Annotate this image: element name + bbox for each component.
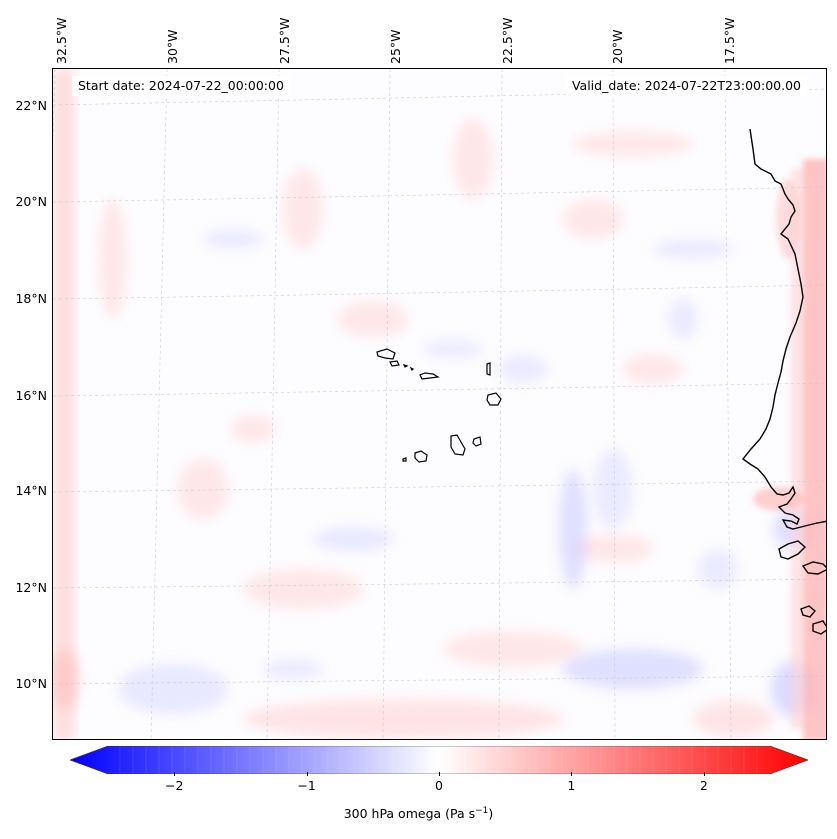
lon-label-20w: 20°W <box>610 29 625 64</box>
gridline-lon-17.5 <box>724 69 732 739</box>
gridline-lat-20 <box>53 186 826 203</box>
island-fogo <box>414 450 428 463</box>
gridline-lon-25 <box>382 69 391 739</box>
island-santo-antao <box>376 348 396 360</box>
gridline-lat-14 <box>53 480 826 493</box>
lon-label-25w: 25°W <box>388 29 403 64</box>
coastline-bijagos <box>801 561 826 575</box>
omega-shading <box>53 69 826 739</box>
colorbar-tick-label: −2 <box>164 778 184 793</box>
island-boa-vista <box>486 392 502 406</box>
lat-label-14n: 14°N <box>15 483 47 498</box>
lat-label-22n: 22°N <box>15 98 47 113</box>
colorbar-tickmark <box>439 772 440 776</box>
colorbar-label-prefix: 300 hPa omega (Pa s <box>343 806 476 822</box>
colorbar-tickmark <box>174 772 176 776</box>
omega-field-map <box>53 69 826 739</box>
gridline-lon-22.5 <box>498 69 503 739</box>
lat-label-16n: 16°N <box>15 388 47 403</box>
island-maio <box>472 436 482 447</box>
lon-label-17.5w: 17.5°W <box>722 17 737 64</box>
colorbar-tick-label: 1 <box>567 778 576 793</box>
coastline-islet-2 <box>812 620 826 635</box>
coastline-mainland <box>741 128 826 530</box>
colorbar-label-suffix: ) <box>488 806 494 822</box>
lon-label-22.5w: 22.5°W <box>500 17 515 64</box>
colorbar <box>70 746 808 774</box>
island-islet <box>409 366 415 372</box>
lat-label-20n: 20°N <box>15 194 47 209</box>
shade-left-edge <box>53 69 75 739</box>
colorbar-tick-label: 0 <box>435 778 443 793</box>
gridline-lon-27.5 <box>266 69 280 739</box>
lat-label-18n: 18°N <box>15 291 47 306</box>
gridline-lon-30 <box>150 69 168 739</box>
colorbar-tick-label: −1 <box>297 778 316 793</box>
colorbar-segments <box>119 746 758 774</box>
colorbar-label: 300 hPa omega (Pa s−1) <box>0 806 837 821</box>
island-santa-luzia <box>402 363 409 368</box>
lon-label-32.5w: 32.5°W <box>54 17 69 64</box>
colorbar-label-sup: −1 <box>475 806 489 816</box>
colorbar-gradient <box>70 746 808 774</box>
lat-label-12n: 12°N <box>15 580 47 595</box>
lon-label-30w: 30°W <box>165 29 180 64</box>
gridlines <box>53 69 826 739</box>
gridline-lon-20 <box>612 69 616 739</box>
valid-date-label: Valid_date: 2024-07-22T23:00:00.00 <box>565 76 807 96</box>
island-santiago <box>450 434 466 456</box>
lon-label-27.5w: 27.5°W <box>277 17 292 64</box>
coastline-islet-1 <box>800 605 816 618</box>
island-sao-nicolau <box>419 372 440 380</box>
gridline-lat-16 <box>53 382 826 397</box>
island-sao-vicente <box>389 360 400 367</box>
island-brava <box>402 457 407 462</box>
island-sal <box>486 362 491 376</box>
colorbar-tickmark <box>571 772 573 776</box>
colorbar-tickmark <box>306 772 308 776</box>
colorbar-tick-label: 2 <box>699 778 708 793</box>
coastline-bissau <box>778 540 807 560</box>
start-date-label: Start date: 2024-07-22_00:00:00 <box>72 76 290 96</box>
lat-label-10n: 10°N <box>15 676 47 691</box>
map-panel[interactable] <box>52 68 827 740</box>
cape-verde-islands <box>376 348 502 463</box>
gridline-lat-18 <box>53 284 826 300</box>
colorbar-tickmark <box>703 772 705 776</box>
african-coastline <box>741 128 826 635</box>
